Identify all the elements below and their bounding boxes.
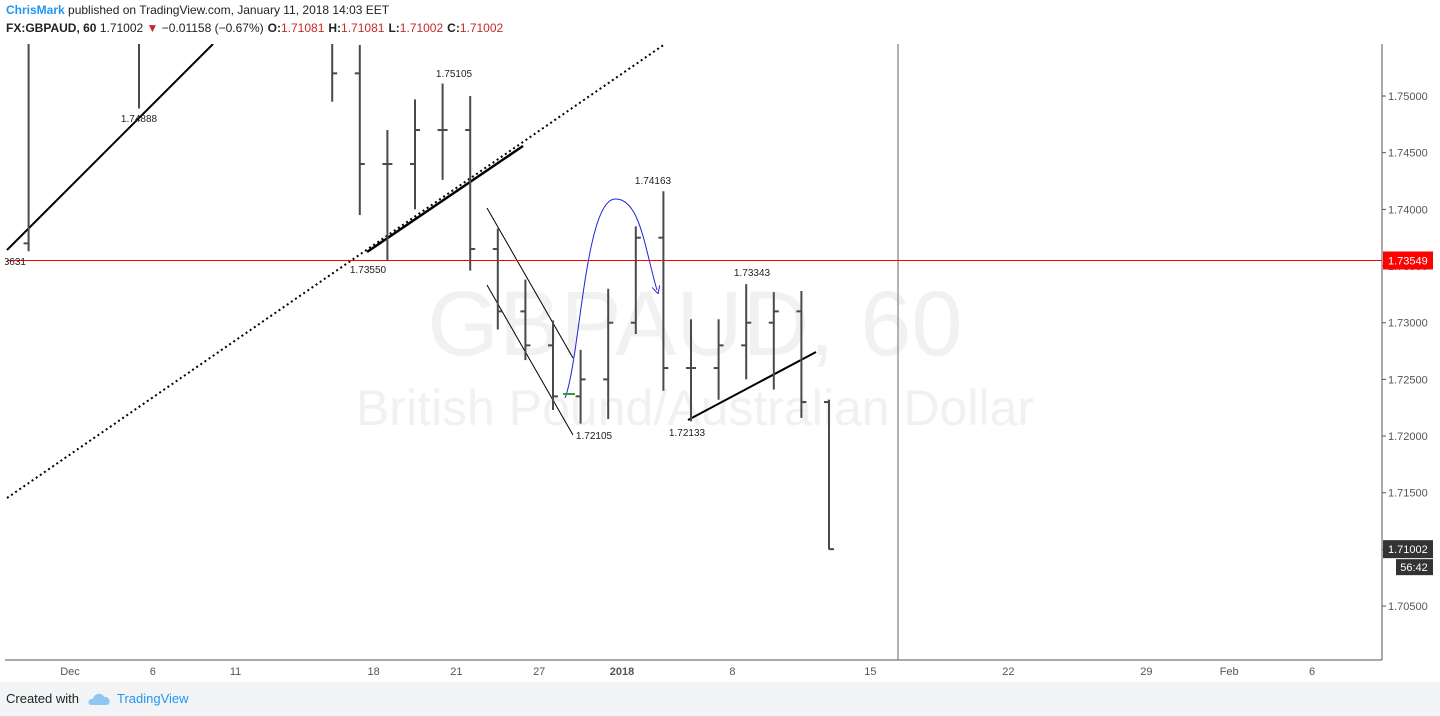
y-tick-label: 1.74000 bbox=[1388, 204, 1428, 216]
price-annotation: 1.75105 bbox=[436, 69, 473, 80]
price-annotation: 1.74888 bbox=[121, 114, 158, 125]
ohlc-key: L: bbox=[388, 21, 400, 35]
header-line: ChrisMark published on TradingView.com, … bbox=[6, 3, 389, 17]
created-with: Created with bbox=[6, 691, 79, 706]
y-tick-label: 1.72500 bbox=[1388, 374, 1428, 386]
price-annotation: 1.72133 bbox=[669, 428, 706, 439]
last-price-label: 1.71002 bbox=[1388, 544, 1428, 556]
x-tick-label: 22 bbox=[1002, 666, 1014, 678]
symbol: FX:GBPAUD, 60 bbox=[6, 21, 97, 35]
ohlc-value: 1.71002 bbox=[459, 21, 504, 35]
ohlc-key: H: bbox=[328, 21, 342, 35]
channel-line bbox=[486, 284, 574, 436]
x-tick-label: Feb bbox=[1220, 666, 1239, 678]
ohlc-value: 1.71002 bbox=[399, 21, 444, 35]
price-line-label: 1.73549 bbox=[1388, 255, 1428, 267]
price-annotation: 1.73631 bbox=[0, 257, 26, 268]
watermark-symbol: GBPAUD, 60 bbox=[427, 273, 962, 375]
x-tick-label: 15 bbox=[864, 666, 876, 678]
y-tick-label: 1.73000 bbox=[1388, 318, 1428, 330]
x-tick-label: 27 bbox=[533, 666, 545, 678]
trend-line bbox=[687, 351, 817, 421]
price-annotation: 1.72105 bbox=[576, 431, 613, 442]
ohlc-value: 1.71081 bbox=[341, 21, 385, 35]
symbol-line: FX:GBPAUD, 60 1.71002 ▼ −0.01158 (−0.67%… bbox=[6, 21, 503, 35]
x-tick-label: 18 bbox=[367, 666, 379, 678]
last-price-tag bbox=[1383, 540, 1433, 559]
ohlc-key: O: bbox=[267, 21, 281, 35]
x-tick-label: 21 bbox=[450, 666, 462, 678]
change: −0.01158 (−0.67%) bbox=[161, 21, 264, 35]
x-tick-label: 29 bbox=[1140, 666, 1152, 678]
x-tick-label: 8 bbox=[729, 666, 735, 678]
ohlc-key: C: bbox=[447, 21, 460, 35]
ohlc: O:1.71081 H:1.71081 L:1.71002 C:1.71002 bbox=[264, 21, 504, 35]
channel-line bbox=[486, 207, 574, 359]
trend-line bbox=[366, 144, 524, 254]
published: published on TradingView.com, January 11… bbox=[68, 3, 390, 17]
y-tick-label: 1.74500 bbox=[1388, 148, 1428, 160]
countdown-tag bbox=[1396, 559, 1433, 576]
logo[interactable] bbox=[88, 691, 112, 707]
brand[interactable]: TradingView bbox=[117, 691, 189, 706]
footer: Created with TradingView bbox=[0, 682, 1440, 716]
chart: GBPAUD, 60 British Pound/Australian Doll… bbox=[0, 44, 1433, 678]
ohlc-value: 1.71081 bbox=[280, 21, 325, 35]
y-tick-label: 1.75000 bbox=[1388, 91, 1428, 103]
x-tick-label: 11 bbox=[230, 666, 241, 678]
trend-line bbox=[6, 44, 666, 499]
y-tick-label: 1.71500 bbox=[1388, 488, 1428, 500]
countdown: 56:42 bbox=[1400, 562, 1428, 574]
y-tick-label: 1.70500 bbox=[1388, 601, 1428, 613]
arrow: ▼ bbox=[146, 21, 159, 35]
x-tick-label: Dec bbox=[60, 666, 80, 678]
projection-curve bbox=[564, 198, 657, 399]
price-annotation: 1.73343 bbox=[734, 268, 771, 279]
y-tick-label: 1.72000 bbox=[1388, 431, 1428, 443]
price-annotation: 1.73550 bbox=[350, 265, 387, 276]
last: 1.71002 bbox=[99, 21, 144, 35]
x-tick-label: 6 bbox=[1309, 666, 1315, 678]
trend-line bbox=[6, 44, 214, 251]
price-line-tag bbox=[1383, 251, 1433, 270]
plot: 1.74888 1.73631 1.75105 1.73550 1.74163 1.733… bbox=[0, 44, 1382, 660]
x-tick-label: 6 bbox=[150, 666, 156, 678]
watermark-name: British Pound/Australian Dollar bbox=[356, 380, 1034, 436]
x-tick-label: 2018 bbox=[610, 666, 634, 678]
author[interactable]: ChrisMark bbox=[6, 3, 65, 17]
price-annotation: 1.74163 bbox=[635, 176, 672, 187]
